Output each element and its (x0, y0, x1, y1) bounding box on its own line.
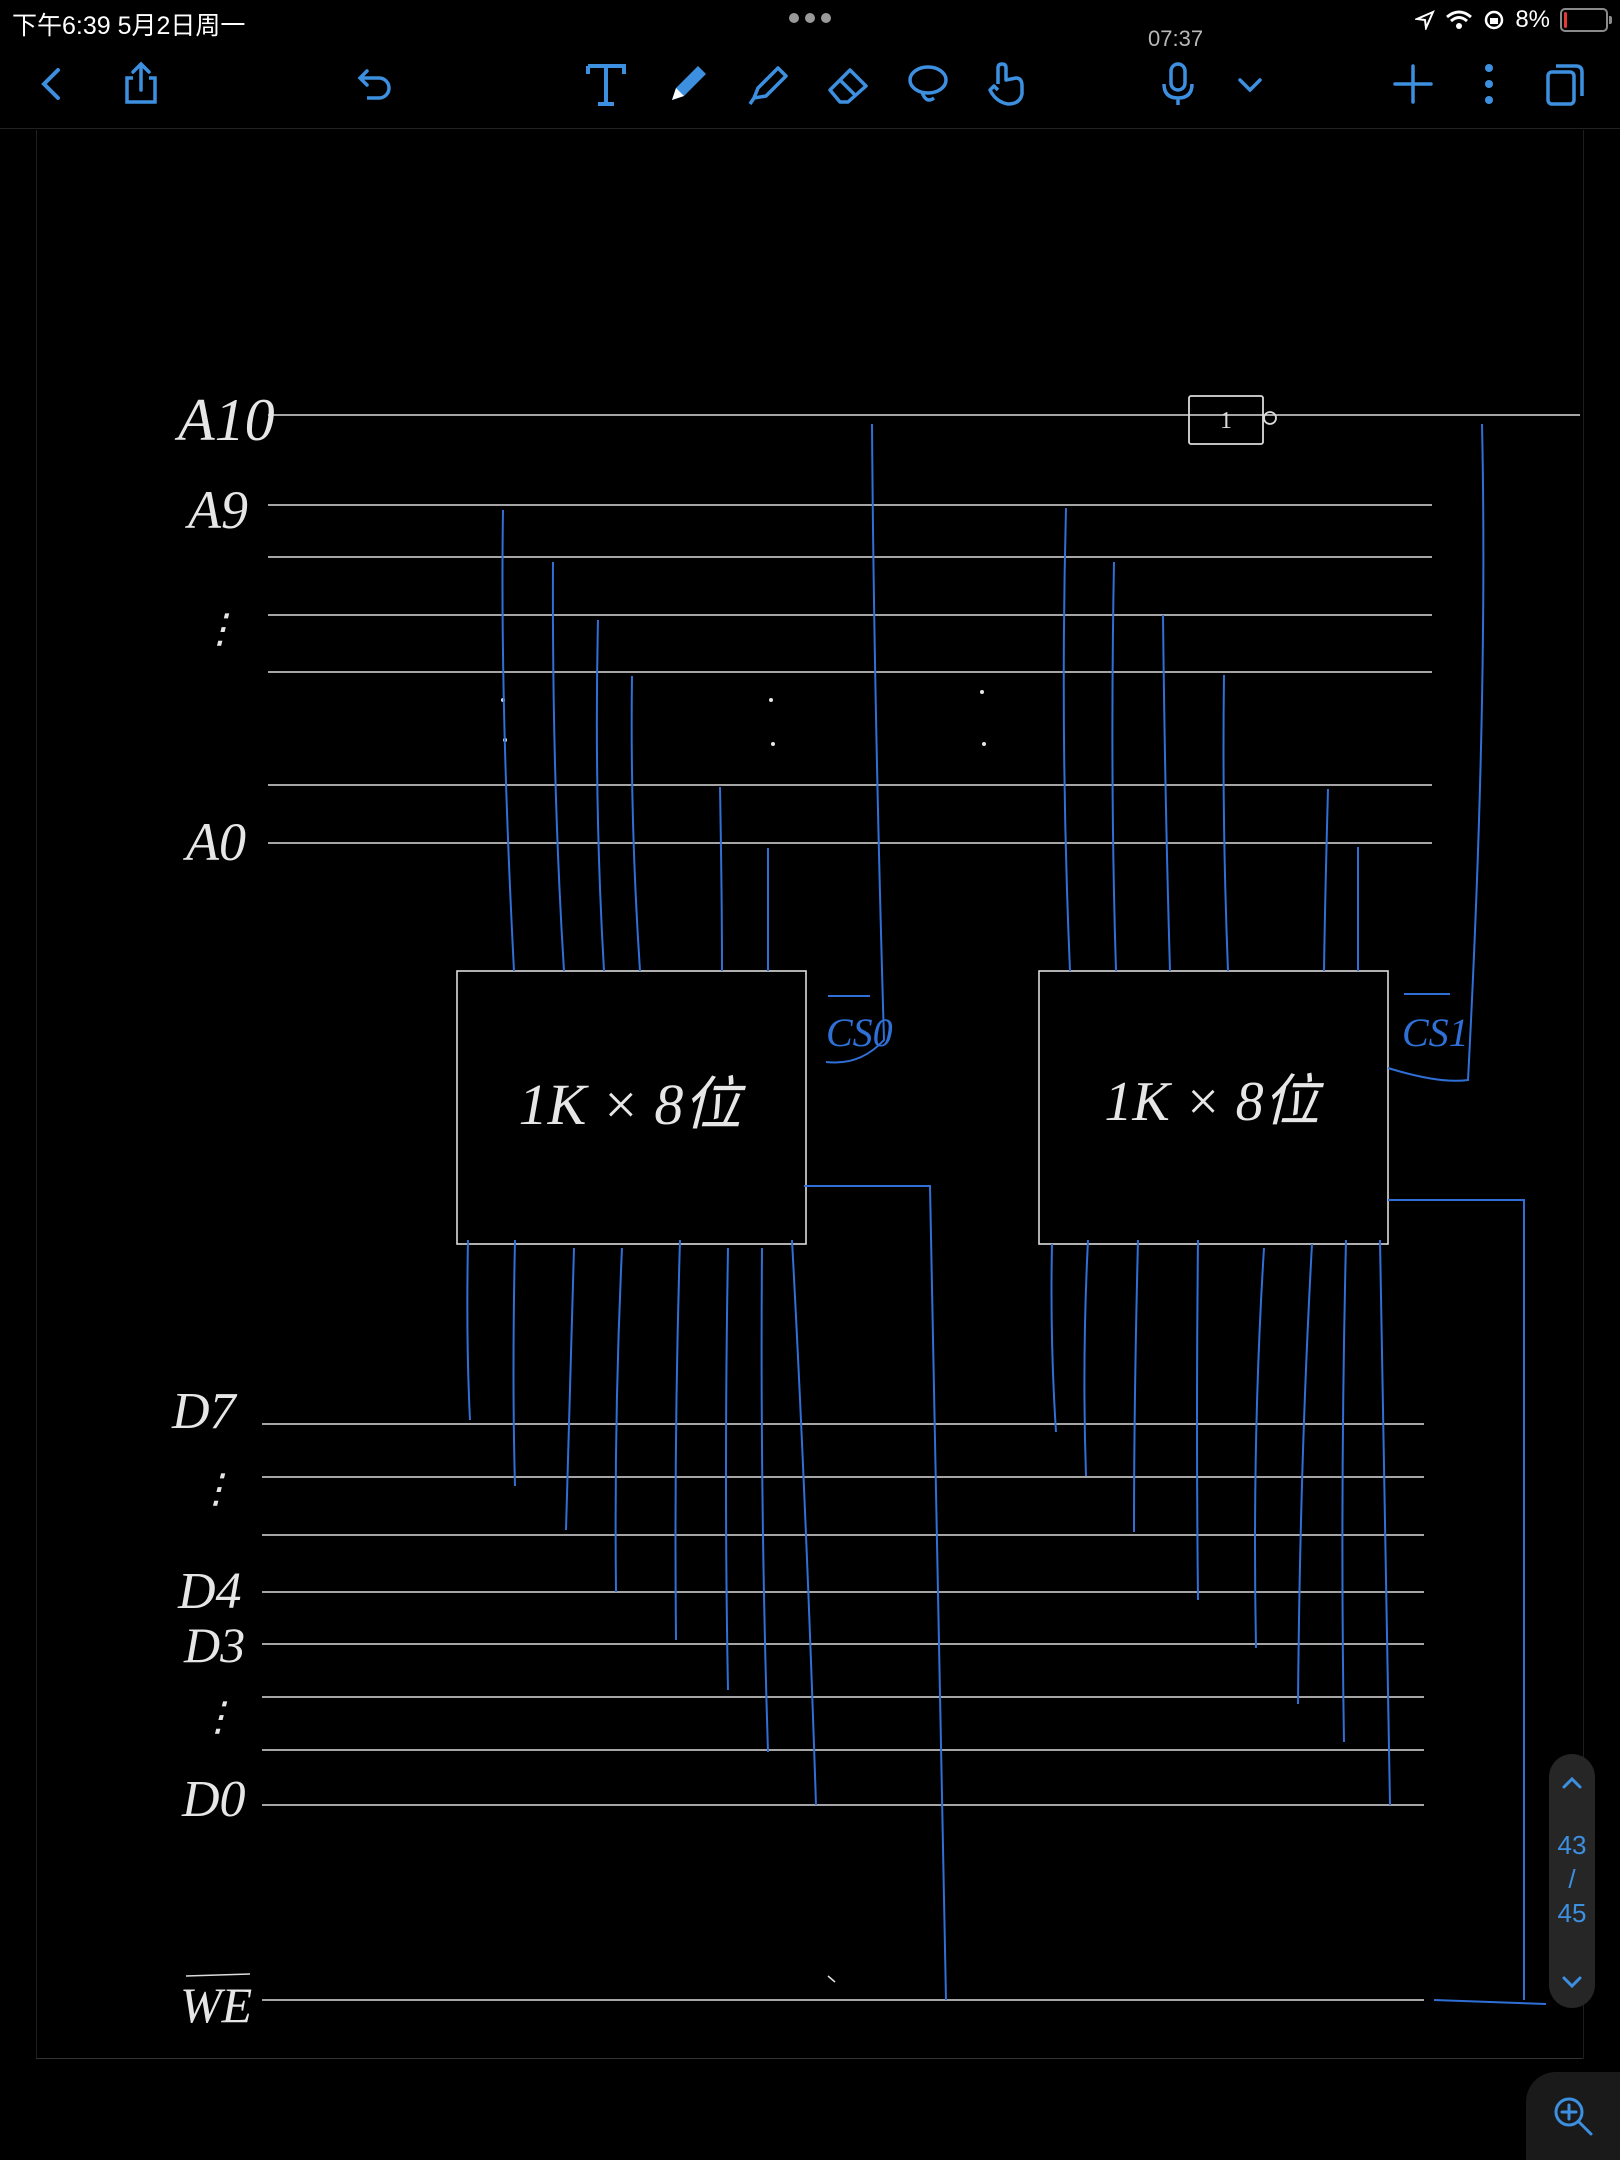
label-a10: A10 (174, 387, 275, 453)
undo-button[interactable] (343, 54, 403, 114)
current-page-number: 43 (1557, 1830, 1587, 1860)
page-number-separator: / (1568, 1864, 1576, 1894)
wifi-icon (1446, 10, 1473, 29)
blue-wires (466, 423, 1547, 2005)
label-d3: D3 (183, 1617, 245, 1673)
hand-pointer-icon (988, 62, 1024, 106)
cs1-label: CS1 (1402, 1010, 1469, 1055)
battery-icon (1560, 8, 1612, 32)
toolbar (0, 40, 1620, 129)
battery-percent: 8% (1515, 6, 1550, 33)
chevron-up-icon (1562, 1776, 1582, 1789)
highlighter-icon (748, 66, 788, 105)
eraser-tool-button[interactable] (818, 54, 878, 114)
chip2-label: 1K × 8位 (1104, 1071, 1324, 1133)
chevron-down-icon (1562, 1976, 1582, 1989)
label-a-ellipsis: ⋮ (200, 606, 240, 651)
hand-tool-button[interactable] (976, 54, 1036, 114)
text-tool-icon (586, 64, 626, 106)
status-bar: 下午6:39 5月2日周一 8% (0, 0, 1620, 40)
chip-select-labels: CS0 CS1 (826, 1010, 1469, 1055)
chevron-left-icon (41, 68, 60, 100)
bus-lines (185, 414, 1580, 2001)
undo-icon (357, 69, 391, 100)
chevron-down-icon (1238, 78, 1262, 93)
lasso-tool-button[interactable] (898, 54, 958, 114)
memory-chip-2 (1038, 970, 1389, 1245)
next-page-button[interactable] (1549, 1962, 1595, 2002)
total-page-count: 45 (1557, 1898, 1587, 1928)
label-d0: D0 (181, 1771, 246, 1828)
recording-options-button[interactable] (1220, 54, 1280, 114)
microphone-button[interactable] (1148, 54, 1208, 114)
plus-icon (1393, 64, 1433, 104)
lasso-icon (908, 65, 948, 102)
share-button[interactable] (111, 54, 171, 114)
previous-page-button[interactable] (1549, 1762, 1595, 1802)
zoom-in-icon (1554, 2097, 1593, 2136)
inverter-gate: 1 (1188, 395, 1277, 445)
pen-icon (672, 66, 706, 100)
page-thumbnails-button[interactable] (1534, 54, 1594, 114)
page-navigator: 43 / 45 (1549, 1754, 1595, 2008)
label-we: WE (180, 1977, 252, 2033)
multitasking-dots-icon[interactable] (786, 10, 834, 26)
back-button[interactable] (22, 54, 82, 114)
chip1-label: 1K × 8位 (519, 1072, 747, 1137)
handwritten-labels: A10 A9 ⋮ A0 D7 ⋮ D4 D3 ⋮ D0 WE 1K × 8位 1… (171, 387, 1325, 2033)
pen-tool-button[interactable] (658, 54, 718, 114)
cs0-label: CS0 (826, 1010, 893, 1055)
label-a9: A9 (185, 480, 248, 540)
zoom-button[interactable] (1526, 2072, 1620, 2160)
label-d4: D4 (177, 1563, 242, 1620)
microphone-icon (1162, 62, 1194, 105)
label-a0: A0 (183, 812, 246, 872)
orientation-lock-icon (1485, 10, 1504, 30)
eraser-icon (828, 68, 868, 104)
label-d-ellipsis-1: ⋮ (196, 1466, 236, 1511)
label-d-ellipsis-2: ⋮ (198, 1694, 238, 1739)
recording-timer: 07:37 (1148, 26, 1204, 51)
text-tool-button[interactable] (576, 54, 636, 114)
memory-chip-1 (456, 970, 807, 1245)
share-icon (125, 61, 157, 104)
pages-icon (1546, 64, 1584, 106)
ellipsis-dots (501, 690, 986, 746)
page-divider (36, 2058, 1582, 2059)
more-options-button[interactable] (1459, 54, 1519, 114)
status-time: 下午6:39 5月2日周一 (12, 12, 246, 40)
inverter-label: 1 (1220, 408, 1232, 434)
more-vertical-icon (1485, 64, 1493, 104)
location-icon (1415, 10, 1436, 30)
highlighter-tool-button[interactable] (738, 54, 798, 114)
add-page-button[interactable] (1383, 54, 1443, 114)
label-d7: D7 (171, 1383, 238, 1440)
